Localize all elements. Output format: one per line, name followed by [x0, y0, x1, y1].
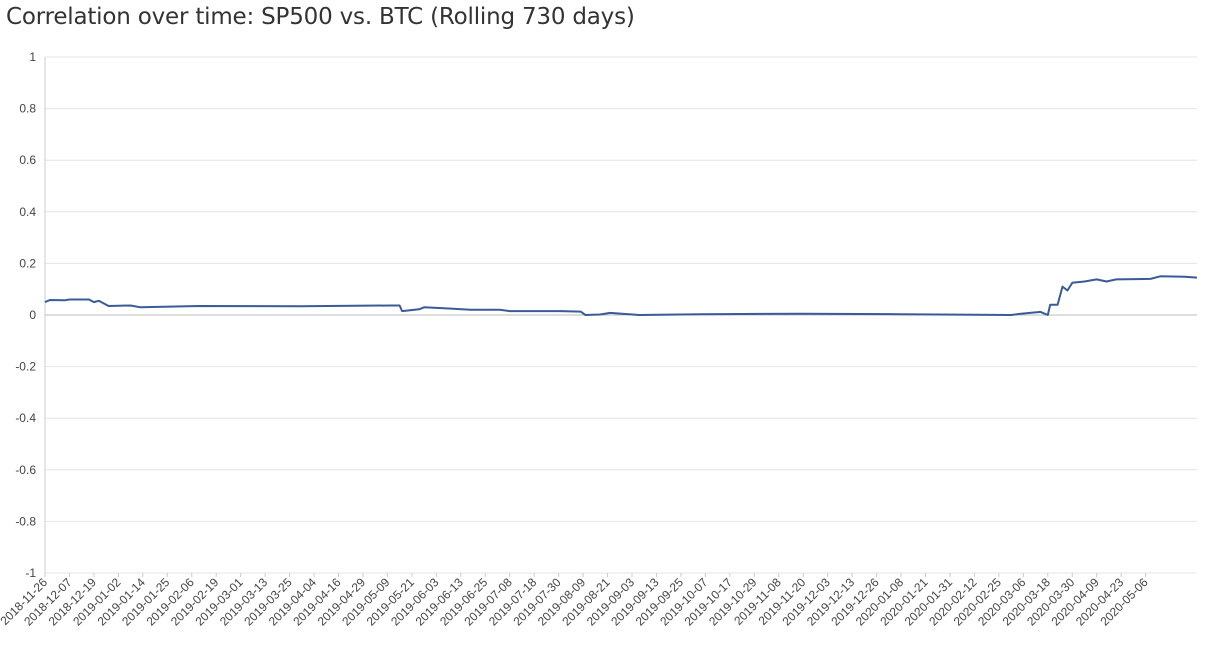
- y-tick-label: 0.2: [19, 256, 36, 270]
- y-tick-label: -1: [25, 566, 36, 580]
- y-tick-label: 0.4: [19, 205, 36, 219]
- y-tick-label: 0.8: [19, 102, 36, 116]
- y-tick-label: 0: [29, 308, 36, 322]
- y-tick-label: -0.4: [15, 411, 36, 425]
- chart-title: Correlation over time: SP500 vs. BTC (Ro…: [6, 4, 635, 30]
- y-tick-label: -0.2: [15, 360, 36, 374]
- y-tick-label: -0.8: [15, 514, 36, 528]
- y-tick-label: 1: [29, 50, 36, 64]
- y-tick-label: -0.6: [15, 463, 36, 477]
- series-line-correlation: [44, 275, 1198, 316]
- y-tick-label: 0.6: [19, 153, 36, 167]
